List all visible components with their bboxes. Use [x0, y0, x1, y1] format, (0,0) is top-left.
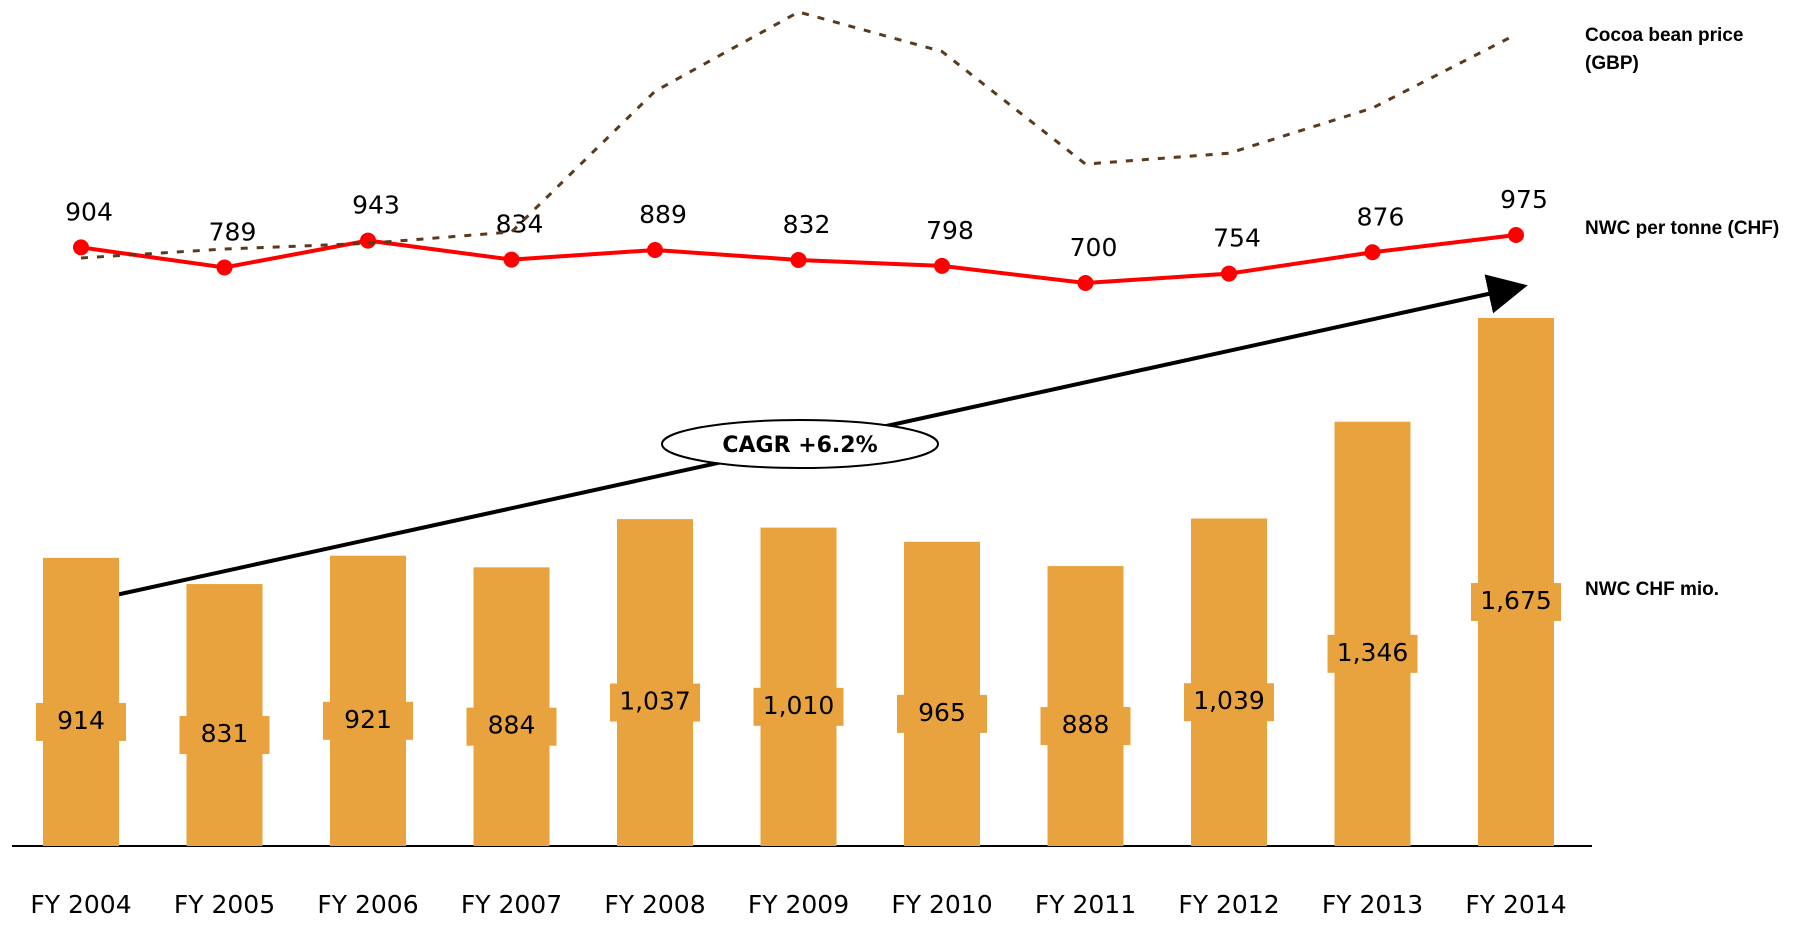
bar — [330, 555, 406, 846]
point — [647, 242, 663, 259]
value-label: 798 — [926, 216, 974, 245]
point — [1221, 265, 1237, 282]
point — [1508, 227, 1524, 243]
value-label-bg — [610, 683, 700, 722]
bar — [760, 527, 837, 846]
point — [1077, 275, 1094, 291]
x-tick-label: FY 2005 — [174, 890, 275, 919]
value-label: 904 — [65, 197, 113, 226]
cagr-label: CAGR +6.2% — [722, 433, 877, 458]
bar — [1478, 318, 1554, 846]
x-tick-label: FY 2014 — [1465, 890, 1566, 919]
x-tick-label: FY 2010 — [891, 890, 992, 919]
value-label: 832 — [783, 210, 831, 239]
x-tick-label: FY 2004 — [30, 890, 131, 919]
value-label: 921 — [344, 705, 392, 734]
bar — [186, 584, 263, 846]
value-label-bg — [36, 702, 126, 741]
value-label: 888 — [1062, 710, 1110, 739]
cagr-ellipse — [661, 419, 939, 469]
x-tick-label: FY 2012 — [1178, 890, 1279, 919]
value-label: 754 — [1213, 224, 1261, 253]
value-label-bg — [753, 687, 844, 726]
bar — [904, 541, 980, 846]
bar — [473, 567, 550, 846]
value-label: 965 — [918, 698, 966, 727]
value-label-bg — [1184, 683, 1274, 722]
x-tick-label: FY 2011 — [1035, 890, 1136, 919]
bar — [1334, 421, 1411, 846]
value-label: 1,010 — [763, 691, 835, 720]
bar — [1047, 566, 1124, 846]
value-label: 914 — [57, 706, 105, 735]
value-label-bg — [323, 701, 413, 740]
bar — [43, 557, 119, 846]
legend-nwc-tonne: NWC per tonne (CHF) — [1585, 218, 1780, 239]
value-label: 831 — [201, 719, 249, 748]
value-label: 834 — [496, 210, 544, 239]
point — [1364, 244, 1381, 261]
point — [73, 239, 89, 256]
point — [790, 251, 807, 268]
legend-cocoa: Cocoa bean price (GBP) — [1585, 25, 1744, 74]
x-tick-label: FY 2007 — [461, 890, 562, 919]
value-label-bg — [897, 694, 987, 733]
value-label: 1,346 — [1337, 638, 1409, 667]
value-label: 975 — [1500, 185, 1548, 214]
point — [503, 251, 520, 268]
value-label: 1,037 — [619, 687, 691, 716]
value-label-bg — [466, 707, 557, 746]
value-label: 700 — [1070, 233, 1118, 262]
value-label: 876 — [1357, 202, 1405, 231]
x-tick-label: FY 2009 — [748, 890, 849, 919]
value-label: 789 — [209, 217, 257, 246]
x-tick-label: FY 2013 — [1322, 890, 1423, 919]
value-label: 1,675 — [1480, 586, 1552, 615]
value-label: 1,039 — [1193, 686, 1265, 715]
x-tick-label: FY 2006 — [317, 890, 418, 919]
value-label: 943 — [352, 191, 400, 220]
point — [934, 257, 950, 274]
value-label-bg — [1040, 707, 1131, 746]
value-label: 889 — [639, 200, 687, 229]
value-label-bg — [179, 716, 270, 755]
value-label-bg — [1471, 583, 1561, 621]
legend-nwc: NWC CHF mio. — [1585, 579, 1720, 600]
point — [360, 232, 376, 249]
x-tick-label: FY 2008 — [604, 890, 705, 919]
bar — [1191, 518, 1267, 846]
value-label-bg — [1327, 634, 1418, 673]
value-label: 884 — [488, 711, 536, 740]
point — [216, 259, 233, 276]
bar — [617, 519, 693, 846]
